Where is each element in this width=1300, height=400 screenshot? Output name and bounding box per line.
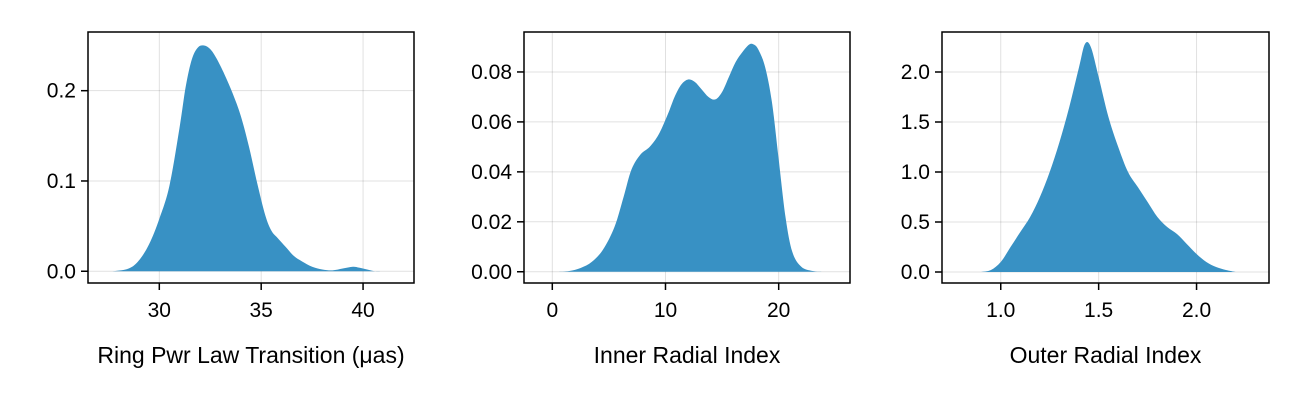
- y-tick-label: 0.1: [47, 170, 76, 193]
- density-area: [112, 45, 384, 272]
- x-tick-label: 35: [250, 299, 273, 322]
- ring-transition-density-panel: 30 35 40 0.0 0.1 0.2 Ring Pwr Law Transition (…: [47, 31, 415, 368]
- y-tick-label: 0.06: [471, 111, 512, 134]
- y-tick-label: 0.2: [47, 80, 76, 103]
- inner-radial-index-density-panel: 0 10 20 0.00 0.02 0.04 0.06 0.08 Inner Radial In…: [471, 31, 851, 368]
- x-tick-label: 0: [546, 299, 558, 322]
- x-axis-title: Inner Radial Index: [594, 342, 781, 368]
- y-tick-label: 1.0: [901, 161, 930, 184]
- y-tick-label: 0.02: [471, 211, 512, 234]
- y-tick-label: 0.5: [901, 211, 930, 234]
- y-tick-label: 2.0: [901, 61, 930, 84]
- plot-frame: [941, 31, 1270, 284]
- x-tick-label: 40: [351, 299, 374, 322]
- y-tick-label: 0.08: [471, 61, 512, 84]
- y-tick-label: 1.5: [901, 111, 930, 134]
- outer-radial-index-density-panel: 1.0 1.5 2.0 0.0 0.5 1.0 1.5 2.0 Outer Radial Ind…: [901, 31, 1270, 368]
- plot-frame: [87, 31, 415, 284]
- x-tick-label: 1.5: [1084, 299, 1113, 322]
- y-tick-label: 0.04: [471, 161, 512, 184]
- density-area: [557, 43, 824, 272]
- y-tick-label: 0.0: [901, 261, 930, 284]
- x-tick-label: 2.0: [1182, 299, 1211, 322]
- x-axis-title: Outer Radial Index: [1010, 342, 1202, 368]
- x-tick-label: 30: [148, 299, 171, 322]
- x-tick-label: 1.0: [986, 299, 1015, 322]
- y-tick-label: 0.0: [47, 260, 76, 283]
- x-tick-label: 20: [767, 299, 790, 322]
- density-area: [981, 42, 1236, 272]
- plot-frame: [523, 31, 851, 284]
- x-axis-title: Ring Pwr Law Transition (μas): [97, 342, 404, 368]
- y-tick-label: 0.00: [471, 261, 512, 284]
- x-tick-label: 10: [654, 299, 677, 322]
